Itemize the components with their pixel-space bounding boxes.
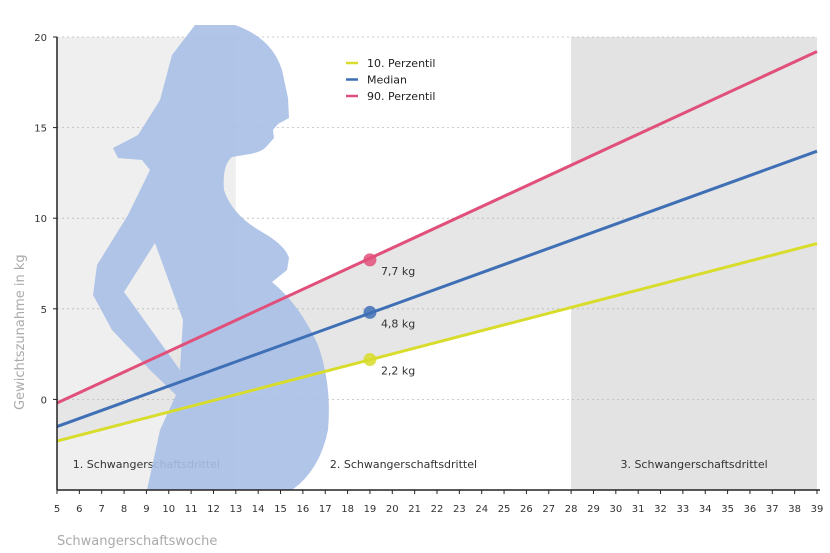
x-tick-label: 14 [252,504,265,515]
x-tick-label: 9 [143,504,149,515]
x-tick-label: 12 [207,504,220,515]
y-tick-label: 10 [34,214,47,225]
y-tick-label: 5 [41,305,47,316]
x-tick-label: 19 [364,504,377,515]
x-tick-label: 26 [520,504,533,515]
x-tick-label: 31 [632,504,645,515]
y-tick-label: 20 [34,33,47,44]
series-point [363,353,377,367]
x-tick-label: 22 [431,504,444,515]
x-tick-label: 7 [99,504,105,515]
x-tick-label: 11 [185,504,198,515]
x-tick-label: 29 [587,504,600,515]
x-tick-label: 5 [54,504,60,515]
series-line [56,242,818,443]
series-line [56,149,818,428]
x-tick-label: 23 [453,504,466,515]
x-tick-label: 36 [744,504,757,515]
x-tick-label: 8 [121,504,127,515]
legend-label: Median [367,74,407,87]
x-tick-label: 15 [274,504,287,515]
x-tick-label: 33 [677,504,690,515]
series-point [363,253,377,267]
x-tick-label: 18 [341,504,354,515]
trimester-label: 2. Schwangerschaftsdrittel [330,458,477,471]
x-tick-label: 20 [386,504,399,515]
x-tick-label: 35 [721,504,734,515]
x-tick-label: 37 [766,504,779,515]
x-tick-label: 30 [609,504,622,515]
series-line [56,50,818,405]
x-tick-label: 13 [229,504,242,515]
point-label: 2,2 kg [381,365,415,378]
point-label: 4,8 kg [381,317,415,330]
x-tick-label: 38 [788,504,801,515]
x-tick-label: 27 [542,504,555,515]
series-point [363,305,377,319]
x-tick-label: 39 [811,504,824,515]
x-tick-label: 24 [475,504,488,515]
legend-label: 90. Perzentil [367,90,435,103]
legend-label: 10. Perzentil [367,57,435,70]
y-tick-label: 0 [41,395,47,406]
x-tick-label: 21 [408,504,421,515]
x-tick-label: 34 [699,504,712,515]
legend: 10. Perzentil Median 90. Perzentil [346,57,435,103]
trimester-label: 3. Schwangerschaftsdrittel [620,458,767,471]
x-tick-label: 17 [319,504,332,515]
x-tick-label: 16 [297,504,310,515]
y-tick-label: 15 [34,124,47,135]
x-tick-label: 6 [76,504,82,515]
pregnant-woman-silhouette [93,25,329,490]
x-tick-label: 10 [162,504,175,515]
point-label: 7,7 kg [381,265,415,278]
x-axis-label: Schwangerschaftswoche [57,534,217,549]
x-tick-label: 25 [498,504,511,515]
x-tick-label: 32 [654,504,667,515]
x-tick-label: 28 [565,504,578,515]
y-axis-label: Gewichtszunahme in kg [13,254,28,410]
